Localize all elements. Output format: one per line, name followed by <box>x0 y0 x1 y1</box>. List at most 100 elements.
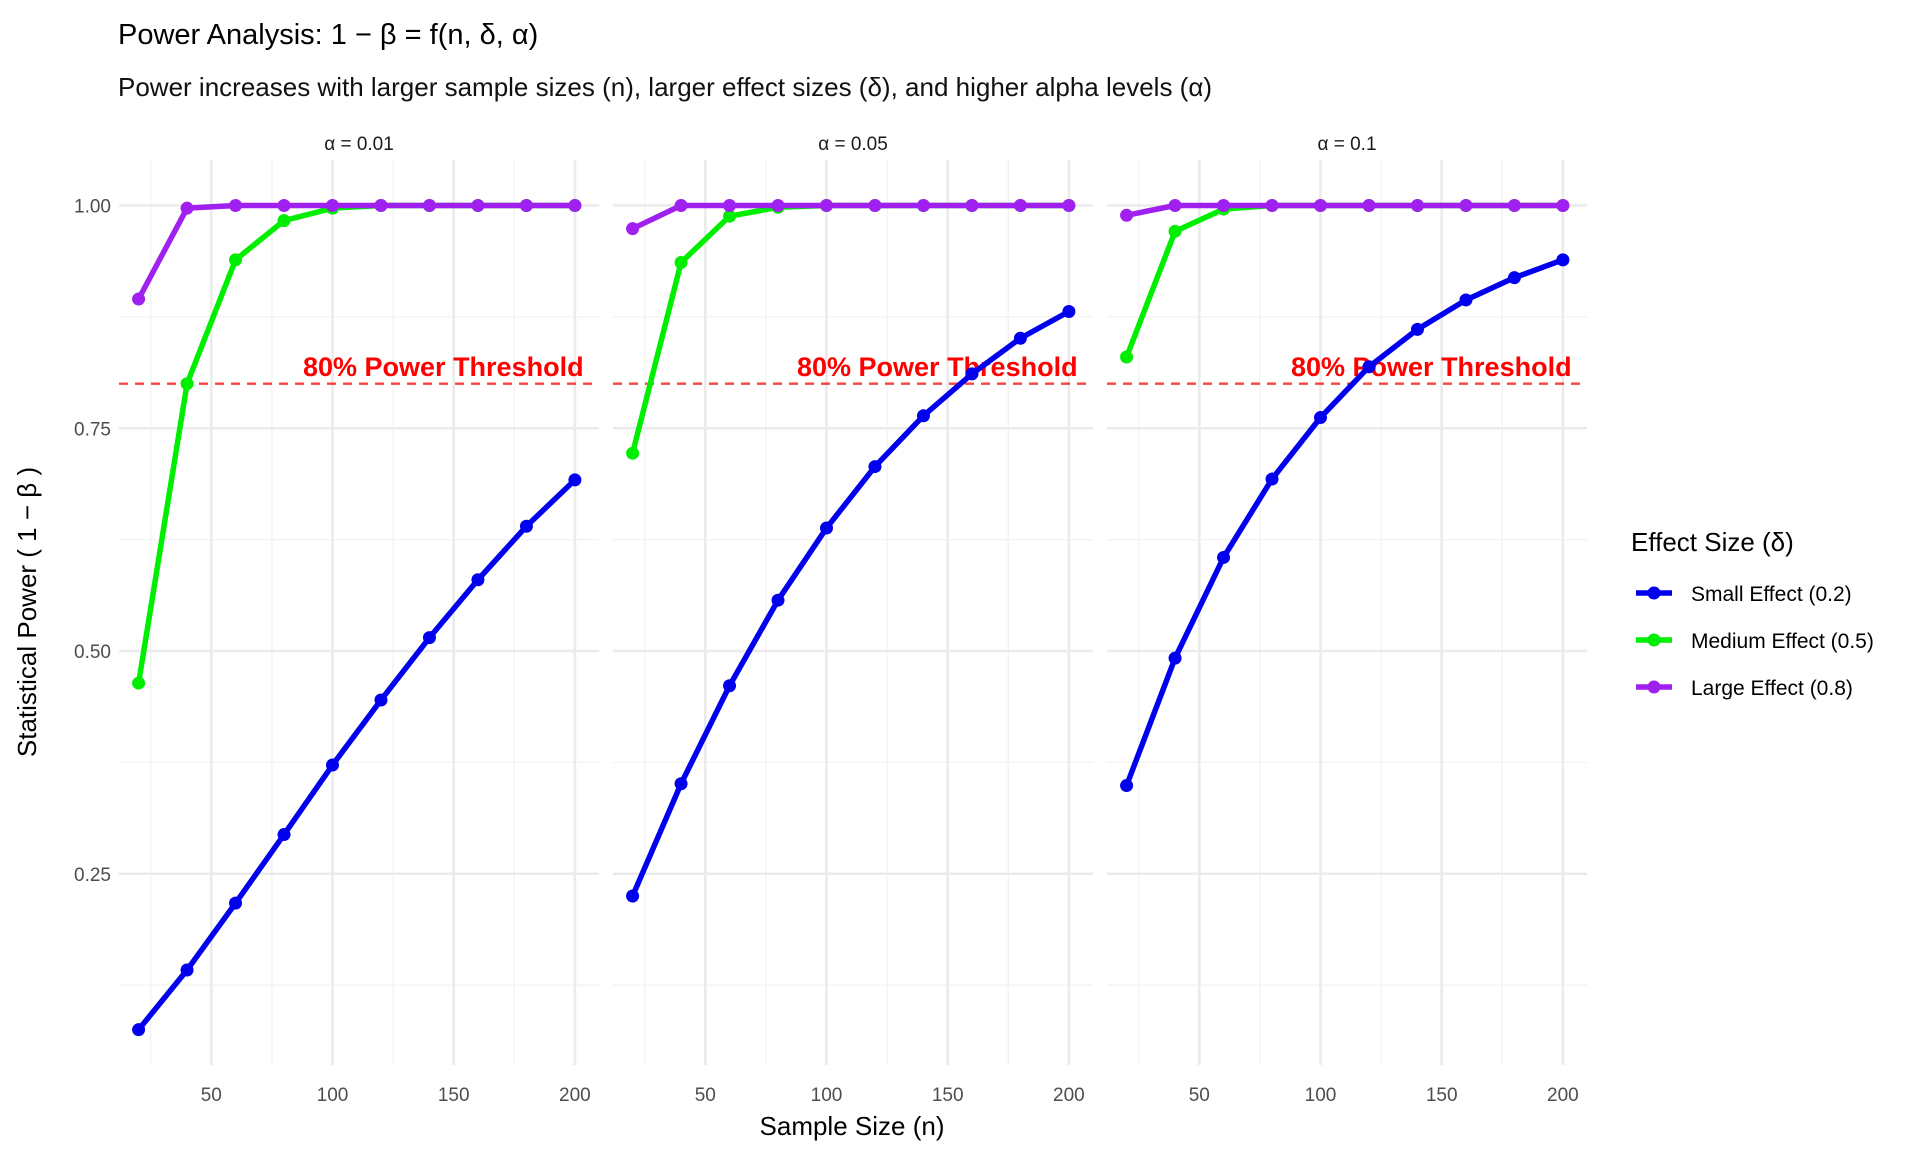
data-point <box>374 199 388 212</box>
data-point <box>1362 360 1376 374</box>
data-point <box>568 473 582 487</box>
data-point <box>1507 199 1521 212</box>
data-point <box>1062 305 1076 319</box>
data-point <box>771 199 785 212</box>
data-point <box>771 593 785 607</box>
series-line <box>1124 202 1563 358</box>
threshold-label: 80% Power Threshold <box>797 352 1078 382</box>
facet-panel: α = 0.05 50 100 150 200 80% Power Threshold <box>613 134 1093 1106</box>
y-tick-label: 0.25 <box>74 865 111 886</box>
y-tick-label: 0.50 <box>74 642 111 663</box>
threshold-label: 80% Power Threshold <box>303 352 584 382</box>
legend-label: Medium Effect (0.5) <box>1691 630 1874 653</box>
data-point <box>1168 651 1182 665</box>
data-point <box>229 199 243 212</box>
legend-item: Medium Effect (0.5) <box>1636 630 1874 653</box>
data-point <box>132 1023 146 1037</box>
data-point <box>626 889 640 903</box>
data-point <box>1120 779 1134 793</box>
data-point <box>868 199 882 212</box>
legend-item: Large Effect (0.8) <box>1636 677 1853 700</box>
data-point <box>965 367 979 381</box>
data-point <box>1556 199 1570 212</box>
data-point <box>471 199 485 212</box>
threshold-label: 80% Power Threshold <box>1291 352 1572 382</box>
data-point <box>1168 224 1182 238</box>
x-tick-label: 200 <box>1547 1085 1579 1106</box>
data-point <box>1410 322 1424 336</box>
series-line <box>1124 257 1564 787</box>
data-point <box>132 676 146 690</box>
data-point <box>868 460 882 474</box>
data-point <box>180 377 194 391</box>
data-point <box>374 693 388 707</box>
data-point <box>132 292 146 306</box>
data-point <box>326 199 339 212</box>
series-line <box>631 202 1069 232</box>
series-line <box>135 202 575 684</box>
data-point <box>626 222 640 236</box>
data-point <box>1013 331 1027 345</box>
data-point <box>471 573 485 587</box>
series-large-effect <box>1120 199 1570 222</box>
series-line <box>136 202 575 301</box>
chart-title: Power Analysis: 1 − β = f(n, δ, α) <box>118 19 538 51</box>
data-point <box>277 214 291 228</box>
data-point <box>674 256 688 270</box>
data-point <box>422 199 436 212</box>
series-small-effect <box>626 305 1076 903</box>
data-point <box>1556 253 1570 267</box>
data-point <box>1168 199 1182 212</box>
data-point <box>916 199 930 212</box>
y-axis-title: Statistical Power ( 1 − β ) <box>12 467 42 757</box>
y-tick-label: 1.00 <box>74 197 111 218</box>
data-point <box>1217 199 1231 212</box>
facet-panel: α = 0.1 50 100 150 200 80% Power Threshold <box>1107 134 1587 1106</box>
data-point <box>674 777 688 791</box>
y-tick-label: 0.75 <box>74 419 111 440</box>
legend-key-point <box>1647 680 1661 694</box>
legend-item: Small Effect (0.2) <box>1636 583 1852 606</box>
x-tick-label: 50 <box>695 1085 716 1106</box>
data-point <box>519 199 533 212</box>
data-point <box>1410 199 1424 212</box>
data-point <box>1507 271 1521 285</box>
data-point <box>723 679 737 693</box>
x-tick-label: 50 <box>201 1085 222 1106</box>
chart-subtitle: Power increases with larger sample sizes… <box>118 72 1212 102</box>
data-point <box>229 896 243 910</box>
series-line <box>136 477 577 1032</box>
data-point <box>674 199 688 212</box>
x-tick-label: 150 <box>1426 1085 1458 1106</box>
x-tick-label: 200 <box>559 1085 591 1106</box>
data-point <box>326 758 339 772</box>
legend-key-point <box>1647 586 1661 600</box>
data-point <box>916 409 930 423</box>
data-point <box>1362 199 1376 212</box>
data-point <box>180 201 194 215</box>
data-point <box>1120 350 1134 364</box>
legend-label: Large Effect (0.8) <box>1691 677 1853 700</box>
x-tick-label: 200 <box>1053 1085 1085 1106</box>
data-point <box>180 963 194 977</box>
x-tick-label: 150 <box>932 1085 964 1106</box>
series-small-effect <box>132 473 582 1037</box>
x-tick-label: 50 <box>1189 1085 1210 1106</box>
x-tick-label: 100 <box>317 1085 349 1106</box>
data-point <box>229 253 243 267</box>
data-point <box>1217 550 1231 564</box>
legend-key-point <box>1647 633 1661 647</box>
facet-strip-label: α = 0.01 <box>324 134 394 155</box>
data-point <box>820 521 833 535</box>
data-point <box>626 446 640 460</box>
facet-panel: α = 0.01 50 100 150 200 0.25 0.50 0.75 1.00 80% P… <box>74 134 599 1106</box>
data-point <box>820 199 833 212</box>
data-point <box>1013 199 1027 212</box>
data-point <box>1265 472 1279 486</box>
data-point <box>965 199 979 212</box>
data-point <box>1314 411 1327 425</box>
data-point <box>277 828 291 842</box>
data-point <box>1459 199 1473 212</box>
data-point <box>723 209 737 223</box>
